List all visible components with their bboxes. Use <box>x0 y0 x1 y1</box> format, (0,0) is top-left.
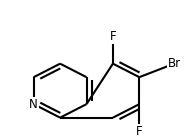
Text: F: F <box>110 30 116 43</box>
Text: F: F <box>136 125 143 138</box>
Text: N: N <box>29 98 38 111</box>
Text: Br: Br <box>168 57 181 70</box>
